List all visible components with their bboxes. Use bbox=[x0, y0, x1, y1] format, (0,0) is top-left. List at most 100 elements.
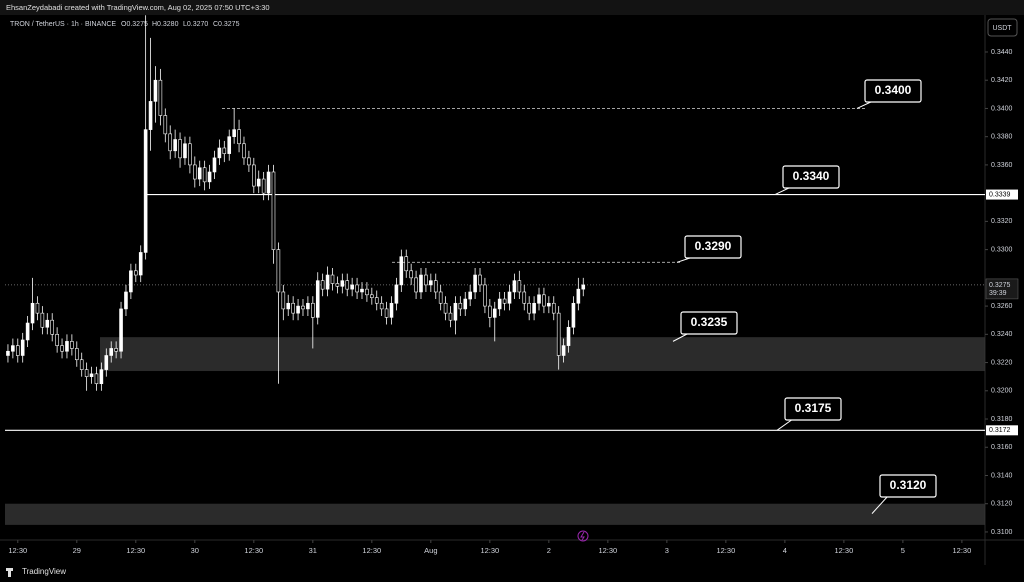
candle-body bbox=[65, 341, 69, 352]
header-bar bbox=[0, 0, 1024, 15]
candle-body bbox=[163, 115, 168, 135]
y-tick-label: 0.3320 bbox=[991, 218, 1013, 225]
currency-box[interactable] bbox=[987, 18, 1018, 37]
candle-body bbox=[468, 291, 472, 300]
countdown: 39:39 bbox=[989, 290, 1007, 297]
candle-body bbox=[448, 312, 453, 321]
ohlc-label: O0.3275 bbox=[121, 21, 148, 28]
candle-body bbox=[517, 280, 522, 293]
callout-label: 0.3175 bbox=[795, 401, 832, 415]
x-tick-label: 12:30 bbox=[362, 546, 381, 555]
candle-body bbox=[379, 302, 384, 310]
x-tick-label: 12:30 bbox=[834, 546, 853, 555]
candle-body bbox=[497, 298, 502, 310]
candle-body bbox=[109, 348, 114, 356]
x-tick-label: 4 bbox=[783, 546, 787, 555]
candle-body bbox=[335, 283, 340, 287]
y-tick-label: 0.3100 bbox=[991, 529, 1013, 536]
candle-body bbox=[242, 143, 246, 159]
candle-body bbox=[271, 171, 276, 250]
candle-body bbox=[30, 302, 35, 324]
candle-body bbox=[227, 136, 232, 154]
candle-body bbox=[311, 302, 315, 318]
ohlc-label: H0.3280 bbox=[152, 21, 179, 28]
y-tick-label: 0.3440 bbox=[991, 49, 1013, 56]
callout-box bbox=[864, 79, 922, 103]
candle-body bbox=[429, 280, 433, 286]
candle-body bbox=[252, 164, 256, 187]
candle-body bbox=[340, 280, 345, 287]
candle-body bbox=[561, 345, 566, 356]
candle-body bbox=[384, 308, 389, 318]
candle-body bbox=[365, 288, 369, 296]
candle-body bbox=[60, 345, 64, 352]
zone bbox=[100, 337, 985, 372]
candle-body bbox=[104, 355, 109, 370]
candle-body bbox=[409, 270, 413, 279]
candle-body bbox=[6, 350, 10, 356]
x-tick-label: 29 bbox=[73, 546, 81, 555]
ohlc-label: C0.3275 bbox=[213, 21, 240, 28]
x-tick-label: 12:30 bbox=[244, 546, 263, 555]
candle-body bbox=[212, 157, 217, 173]
candle-body bbox=[89, 373, 94, 377]
candle-body bbox=[11, 345, 15, 352]
candle-body bbox=[197, 167, 202, 180]
y-tick-label: 0.3140 bbox=[991, 472, 1013, 479]
event-icon[interactable] bbox=[577, 530, 589, 542]
candle-body bbox=[414, 277, 418, 293]
y-tick-label: 0.3200 bbox=[991, 388, 1013, 395]
callout-label: 0.3340 bbox=[793, 169, 830, 183]
x-tick-label: 30 bbox=[191, 546, 199, 555]
candle-body bbox=[143, 129, 148, 253]
x-tick-label: 31 bbox=[309, 546, 317, 555]
candle-body bbox=[25, 322, 30, 341]
candle-body bbox=[286, 302, 291, 310]
candle-body bbox=[247, 157, 251, 166]
candle-body bbox=[124, 291, 128, 310]
currency: USDT bbox=[992, 25, 1012, 32]
candle-body bbox=[438, 291, 443, 304]
y-tick-label: 0.3400 bbox=[991, 105, 1013, 112]
x-tick-label: 12:30 bbox=[598, 546, 617, 555]
candle-body bbox=[576, 288, 581, 304]
candle-body bbox=[458, 302, 463, 310]
candle-body bbox=[84, 369, 89, 377]
callout-label: 0.3120 bbox=[890, 478, 927, 492]
candle-body bbox=[355, 284, 359, 293]
candle-body bbox=[374, 297, 379, 304]
y-tick-label: 0.3120 bbox=[991, 501, 1013, 508]
callout-label: 0.3235 bbox=[691, 315, 728, 329]
candle-body bbox=[502, 298, 507, 304]
footer: TradingView bbox=[22, 567, 66, 576]
candle-body bbox=[522, 291, 527, 304]
callout-box bbox=[684, 235, 742, 259]
candle-body bbox=[581, 284, 586, 290]
candle-body bbox=[399, 256, 404, 286]
candle-body bbox=[45, 319, 50, 328]
callout-pointer bbox=[871, 495, 889, 514]
candle-body bbox=[551, 302, 556, 314]
candle-body bbox=[389, 302, 394, 318]
candle-body bbox=[217, 147, 222, 159]
candle-body bbox=[566, 326, 571, 346]
y-tick-label: 0.3420 bbox=[991, 77, 1013, 84]
y-tick-label: 0.3360 bbox=[991, 162, 1013, 169]
candle-body bbox=[94, 373, 99, 385]
ohlc-label: L0.3270 bbox=[183, 21, 208, 28]
candle-body bbox=[532, 302, 536, 314]
candle-body bbox=[20, 339, 25, 356]
candle-body bbox=[360, 288, 364, 293]
candle-body bbox=[320, 280, 325, 290]
candle-body bbox=[537, 294, 541, 304]
candle-body bbox=[507, 291, 512, 304]
x-tick-label: 12:30 bbox=[480, 546, 499, 555]
candle-body bbox=[370, 294, 374, 298]
candle-body bbox=[463, 298, 468, 310]
candle-body bbox=[35, 302, 40, 314]
candle-body bbox=[443, 302, 448, 314]
last-price-box bbox=[985, 278, 1019, 300]
